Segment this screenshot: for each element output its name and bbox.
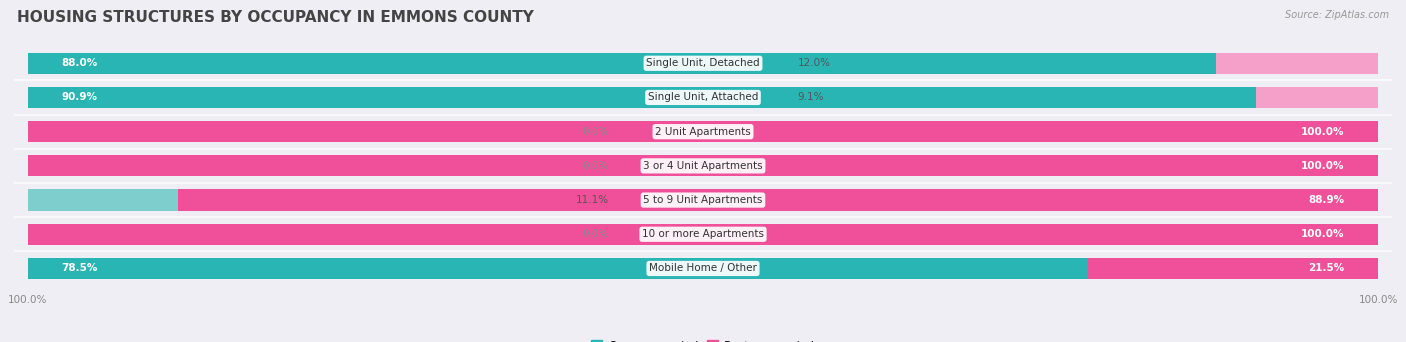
Bar <box>28 53 1378 74</box>
Bar <box>28 87 1256 108</box>
Text: 10 or more Apartments: 10 or more Apartments <box>643 229 763 239</box>
Text: 11.1%: 11.1% <box>575 195 609 205</box>
Text: 100.0%: 100.0% <box>1301 127 1344 137</box>
Bar <box>28 258 1378 279</box>
Bar <box>1256 87 1378 108</box>
Bar <box>28 189 1378 211</box>
Bar <box>1216 53 1378 74</box>
Bar <box>1088 258 1378 279</box>
Text: 12.0%: 12.0% <box>797 58 831 68</box>
Bar <box>28 224 1378 245</box>
Text: 78.5%: 78.5% <box>62 263 97 274</box>
Text: 100.0%: 100.0% <box>1301 229 1344 239</box>
Bar <box>177 189 1378 211</box>
Text: Single Unit, Detached: Single Unit, Detached <box>647 58 759 68</box>
Text: 88.0%: 88.0% <box>62 58 97 68</box>
Text: 21.5%: 21.5% <box>1309 263 1344 274</box>
Bar <box>28 258 1088 279</box>
Text: 88.9%: 88.9% <box>1309 195 1344 205</box>
Text: Source: ZipAtlas.com: Source: ZipAtlas.com <box>1285 10 1389 20</box>
Text: 9.1%: 9.1% <box>797 92 824 103</box>
Bar <box>28 189 177 211</box>
Text: 0.0%: 0.0% <box>582 229 609 239</box>
Text: 0.0%: 0.0% <box>582 127 609 137</box>
Legend: Owner-occupied, Renter-occupied: Owner-occupied, Renter-occupied <box>586 336 820 342</box>
Text: 0.0%: 0.0% <box>582 161 609 171</box>
Bar <box>28 155 1378 176</box>
Bar <box>28 224 1378 245</box>
Text: 5 to 9 Unit Apartments: 5 to 9 Unit Apartments <box>644 195 762 205</box>
Bar <box>28 87 1378 108</box>
Text: HOUSING STRUCTURES BY OCCUPANCY IN EMMONS COUNTY: HOUSING STRUCTURES BY OCCUPANCY IN EMMON… <box>17 10 534 25</box>
Text: 90.9%: 90.9% <box>62 92 97 103</box>
Text: Single Unit, Attached: Single Unit, Attached <box>648 92 758 103</box>
Text: 3 or 4 Unit Apartments: 3 or 4 Unit Apartments <box>643 161 763 171</box>
Bar <box>28 155 1378 176</box>
Text: Mobile Home / Other: Mobile Home / Other <box>650 263 756 274</box>
Bar <box>28 121 1378 142</box>
Text: 2 Unit Apartments: 2 Unit Apartments <box>655 127 751 137</box>
Text: 100.0%: 100.0% <box>1301 161 1344 171</box>
Bar <box>28 121 1378 142</box>
Bar <box>28 53 1216 74</box>
